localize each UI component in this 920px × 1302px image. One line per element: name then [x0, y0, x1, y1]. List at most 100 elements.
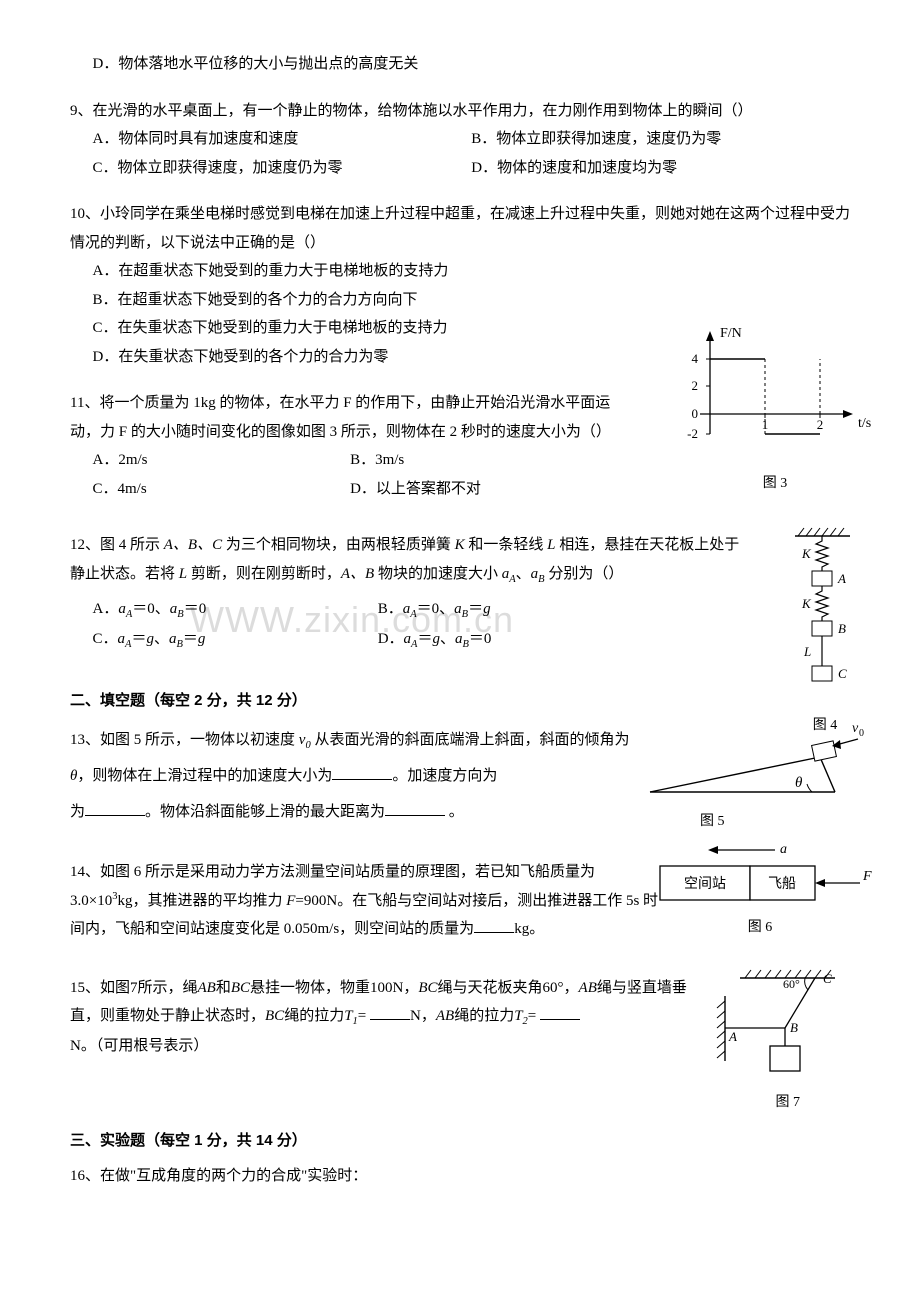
svg-text:0: 0 — [692, 406, 699, 421]
question-15: 60° C A B 15、如图7所示，绳AB和BC悬挂一物体，物重100N，BC… — [70, 974, 850, 1061]
t: 从表面光滑的斜面底端滑上斜面，斜面的倾角为 — [311, 732, 630, 748]
t: 绳与天花板夹角60°， — [438, 980, 579, 996]
t: 物块的加速度大小 — [374, 566, 502, 582]
t: 悬挂一物体，物重100N， — [250, 980, 418, 996]
figure-3: 4 2 0 -2 1 2 F/N t/s 图 3 — [670, 319, 880, 498]
T2: T2 — [514, 1008, 528, 1024]
t: kg。 — [514, 921, 544, 937]
figure-5-label: 图 5 — [640, 809, 870, 836]
question-8-optD: D．物体落地水平位移的大小与抛出点的高度无关 — [70, 50, 850, 79]
svg-text:飞船: 飞船 — [768, 876, 796, 892]
t: 。加速度方向为 — [392, 768, 497, 784]
svg-text:60°: 60° — [783, 977, 800, 991]
stem: 11、将一个质量为 1kg 的物体，在水平力 F 的作用下，由静止开始沿光滑水平… — [70, 389, 630, 446]
svg-text:C: C — [838, 666, 847, 681]
stem: 13、如图 5 所示，一物体以初速度 v0 从表面光滑的斜面底端滑上斜面，斜面的… — [70, 722, 650, 830]
question-9: 9、在光滑的水平桌面上，有一个静止的物体，给物体施以水平作用力，在力刚作用到物体… — [70, 97, 850, 183]
options-row-2: C．物体立即获得速度，加速度仍为零 D．物体的速度和加速度均为零 — [70, 154, 850, 183]
bc: BC — [231, 980, 250, 996]
question-16: 16、在做"互成角度的两个力的合成"实验时： — [70, 1162, 850, 1191]
question-12: WWW.zixin.com.cn K A K B L C — [70, 531, 850, 655]
option-a: A．物体同时具有加速度和速度 — [93, 125, 472, 154]
option-d: D．以上答案都不对 — [350, 475, 652, 504]
section-2-header: 二、填空题（每空 2 分，共 12 分） — [70, 687, 850, 716]
t: 剪断，则在刚剪断时， — [187, 566, 341, 582]
svg-text:t/s: t/s — [858, 416, 871, 431]
ab: AB — [436, 1008, 454, 1024]
svg-text:B: B — [790, 1020, 798, 1035]
blank-3[interactable] — [385, 800, 445, 816]
figure-4-svg: K A K B L C — [790, 526, 860, 711]
svg-text:4: 4 — [692, 351, 699, 366]
svg-text:K: K — [801, 546, 812, 561]
svg-text:F: F — [862, 869, 872, 884]
option-b: B．aA＝0、aB＝g — [378, 595, 713, 625]
option-a: A．2m/s — [93, 446, 351, 475]
figure-7-svg: 60° C A B — [705, 966, 850, 1086]
t: 。 — [445, 804, 464, 820]
k: K — [455, 537, 465, 553]
options-row-2: C．aA＝g、aB＝g D．aA＝g、aB＝0 — [70, 625, 713, 655]
bc: BC — [418, 980, 437, 996]
option-d: D．物体落地水平位移的大小与抛出点的高度无关 — [70, 50, 850, 79]
stem: 10、小玲同学在乘坐电梯时感觉到电梯在加速上升过程中超重，在减速上升过程中失重，… — [70, 200, 850, 257]
abc: A、B、C — [164, 537, 222, 553]
T1: T1 — [344, 1008, 358, 1024]
ab: A、B — [341, 566, 374, 582]
blank-1[interactable] — [370, 1004, 410, 1020]
svg-text:A: A — [728, 1029, 737, 1044]
l: L — [179, 566, 187, 582]
svg-text:C: C — [823, 971, 832, 986]
figure-3-label: 图 3 — [670, 471, 880, 498]
figure-6: a 空间站 飞船 F 图 6 — [645, 838, 875, 942]
t: kg，其推进器的平均推力 — [117, 893, 286, 909]
svg-text:θ: θ — [795, 775, 803, 791]
blank-2[interactable] — [540, 1004, 580, 1020]
t: 和一条轻线 — [465, 537, 548, 553]
t: 12、图 4 所示 — [70, 537, 164, 553]
svg-text:空间站: 空间站 — [684, 876, 726, 892]
ab: AB — [198, 980, 216, 996]
option-b: B．3m/s — [350, 446, 652, 475]
t: N。（可用根号表示） — [70, 1038, 208, 1054]
stem: 12、图 4 所示 A、B、C 为三个相同物块，由两根轻质弹簧 K 和一条轻线 … — [70, 531, 750, 589]
t: 13、如图 5 所示，一物体以初速度 — [70, 732, 299, 748]
figure-6-svg: a 空间站 飞船 F — [645, 838, 875, 913]
t: 为三个相同物块，由两根轻质弹簧 — [222, 537, 455, 553]
svg-text:L: L — [803, 644, 811, 659]
option-a: A．在超重状态下她受到的重力大于电梯地板的支持力 — [70, 257, 850, 286]
option-c: C．aA＝g、aB＝g — [93, 625, 378, 655]
svg-text:-2: -2 — [687, 426, 698, 441]
svg-text:A: A — [837, 571, 846, 586]
figure-6-label: 图 6 — [645, 915, 875, 942]
options-row-1: A．aA＝0、aB＝0 B．aA＝0、aB＝g — [70, 595, 713, 625]
aB: aB — [531, 566, 545, 582]
l: L — [547, 537, 555, 553]
options-row-1: A．2m/s B．3m/s — [70, 446, 653, 475]
v0: v0 — [299, 732, 311, 748]
blank-2[interactable] — [85, 800, 145, 816]
svg-text:B: B — [838, 621, 846, 636]
question-11: 4 2 0 -2 1 2 F/N t/s 图 3 11、将一个质量为 1kg 的… — [70, 389, 850, 503]
blank-1[interactable] — [332, 764, 392, 780]
stem: 16、在做"互成角度的两个力的合成"实验时： — [70, 1162, 850, 1191]
blank-1[interactable] — [474, 917, 514, 933]
figure-5: v 0 θ 图 5 — [640, 717, 870, 836]
svg-text:F/N: F/N — [720, 326, 742, 341]
figure-4: K A K B L C 图 4 — [790, 526, 860, 740]
option-d: D．物体的速度和加速度均为零 — [471, 154, 850, 183]
t: 和 — [216, 980, 231, 996]
question-13: v 0 θ 图 5 13、如图 5 所示，一物体以初速度 v0 从表面光滑的斜面… — [70, 722, 850, 830]
stem: 9、在光滑的水平桌面上，有一个静止的物体，给物体施以水平作用力，在力刚作用到物体… — [70, 97, 850, 126]
stem: 15、如图7所示，绳AB和BC悬挂一物体，物重100N，BC绳与天花板夹角60°… — [70, 974, 690, 1061]
ab: AB — [579, 980, 597, 996]
options-row-2: C．4m/s D．以上答案都不对 — [70, 475, 653, 504]
t: 绳的拉力 — [284, 1008, 344, 1024]
question-14: a 空间站 飞船 F 图 6 14、如图 6 所示是采用动力学方法测量空间站质量… — [70, 858, 850, 944]
option-d: D．aA＝g、aB＝0 — [378, 625, 713, 655]
figure-7-label: 图 7 — [70, 1090, 850, 1117]
section-3-header: 三、实验题（每空 1 分，共 14 分） — [70, 1127, 850, 1156]
t: N， — [410, 1008, 436, 1024]
t: 分别为（） — [545, 566, 624, 582]
svg-text:2: 2 — [817, 417, 824, 432]
